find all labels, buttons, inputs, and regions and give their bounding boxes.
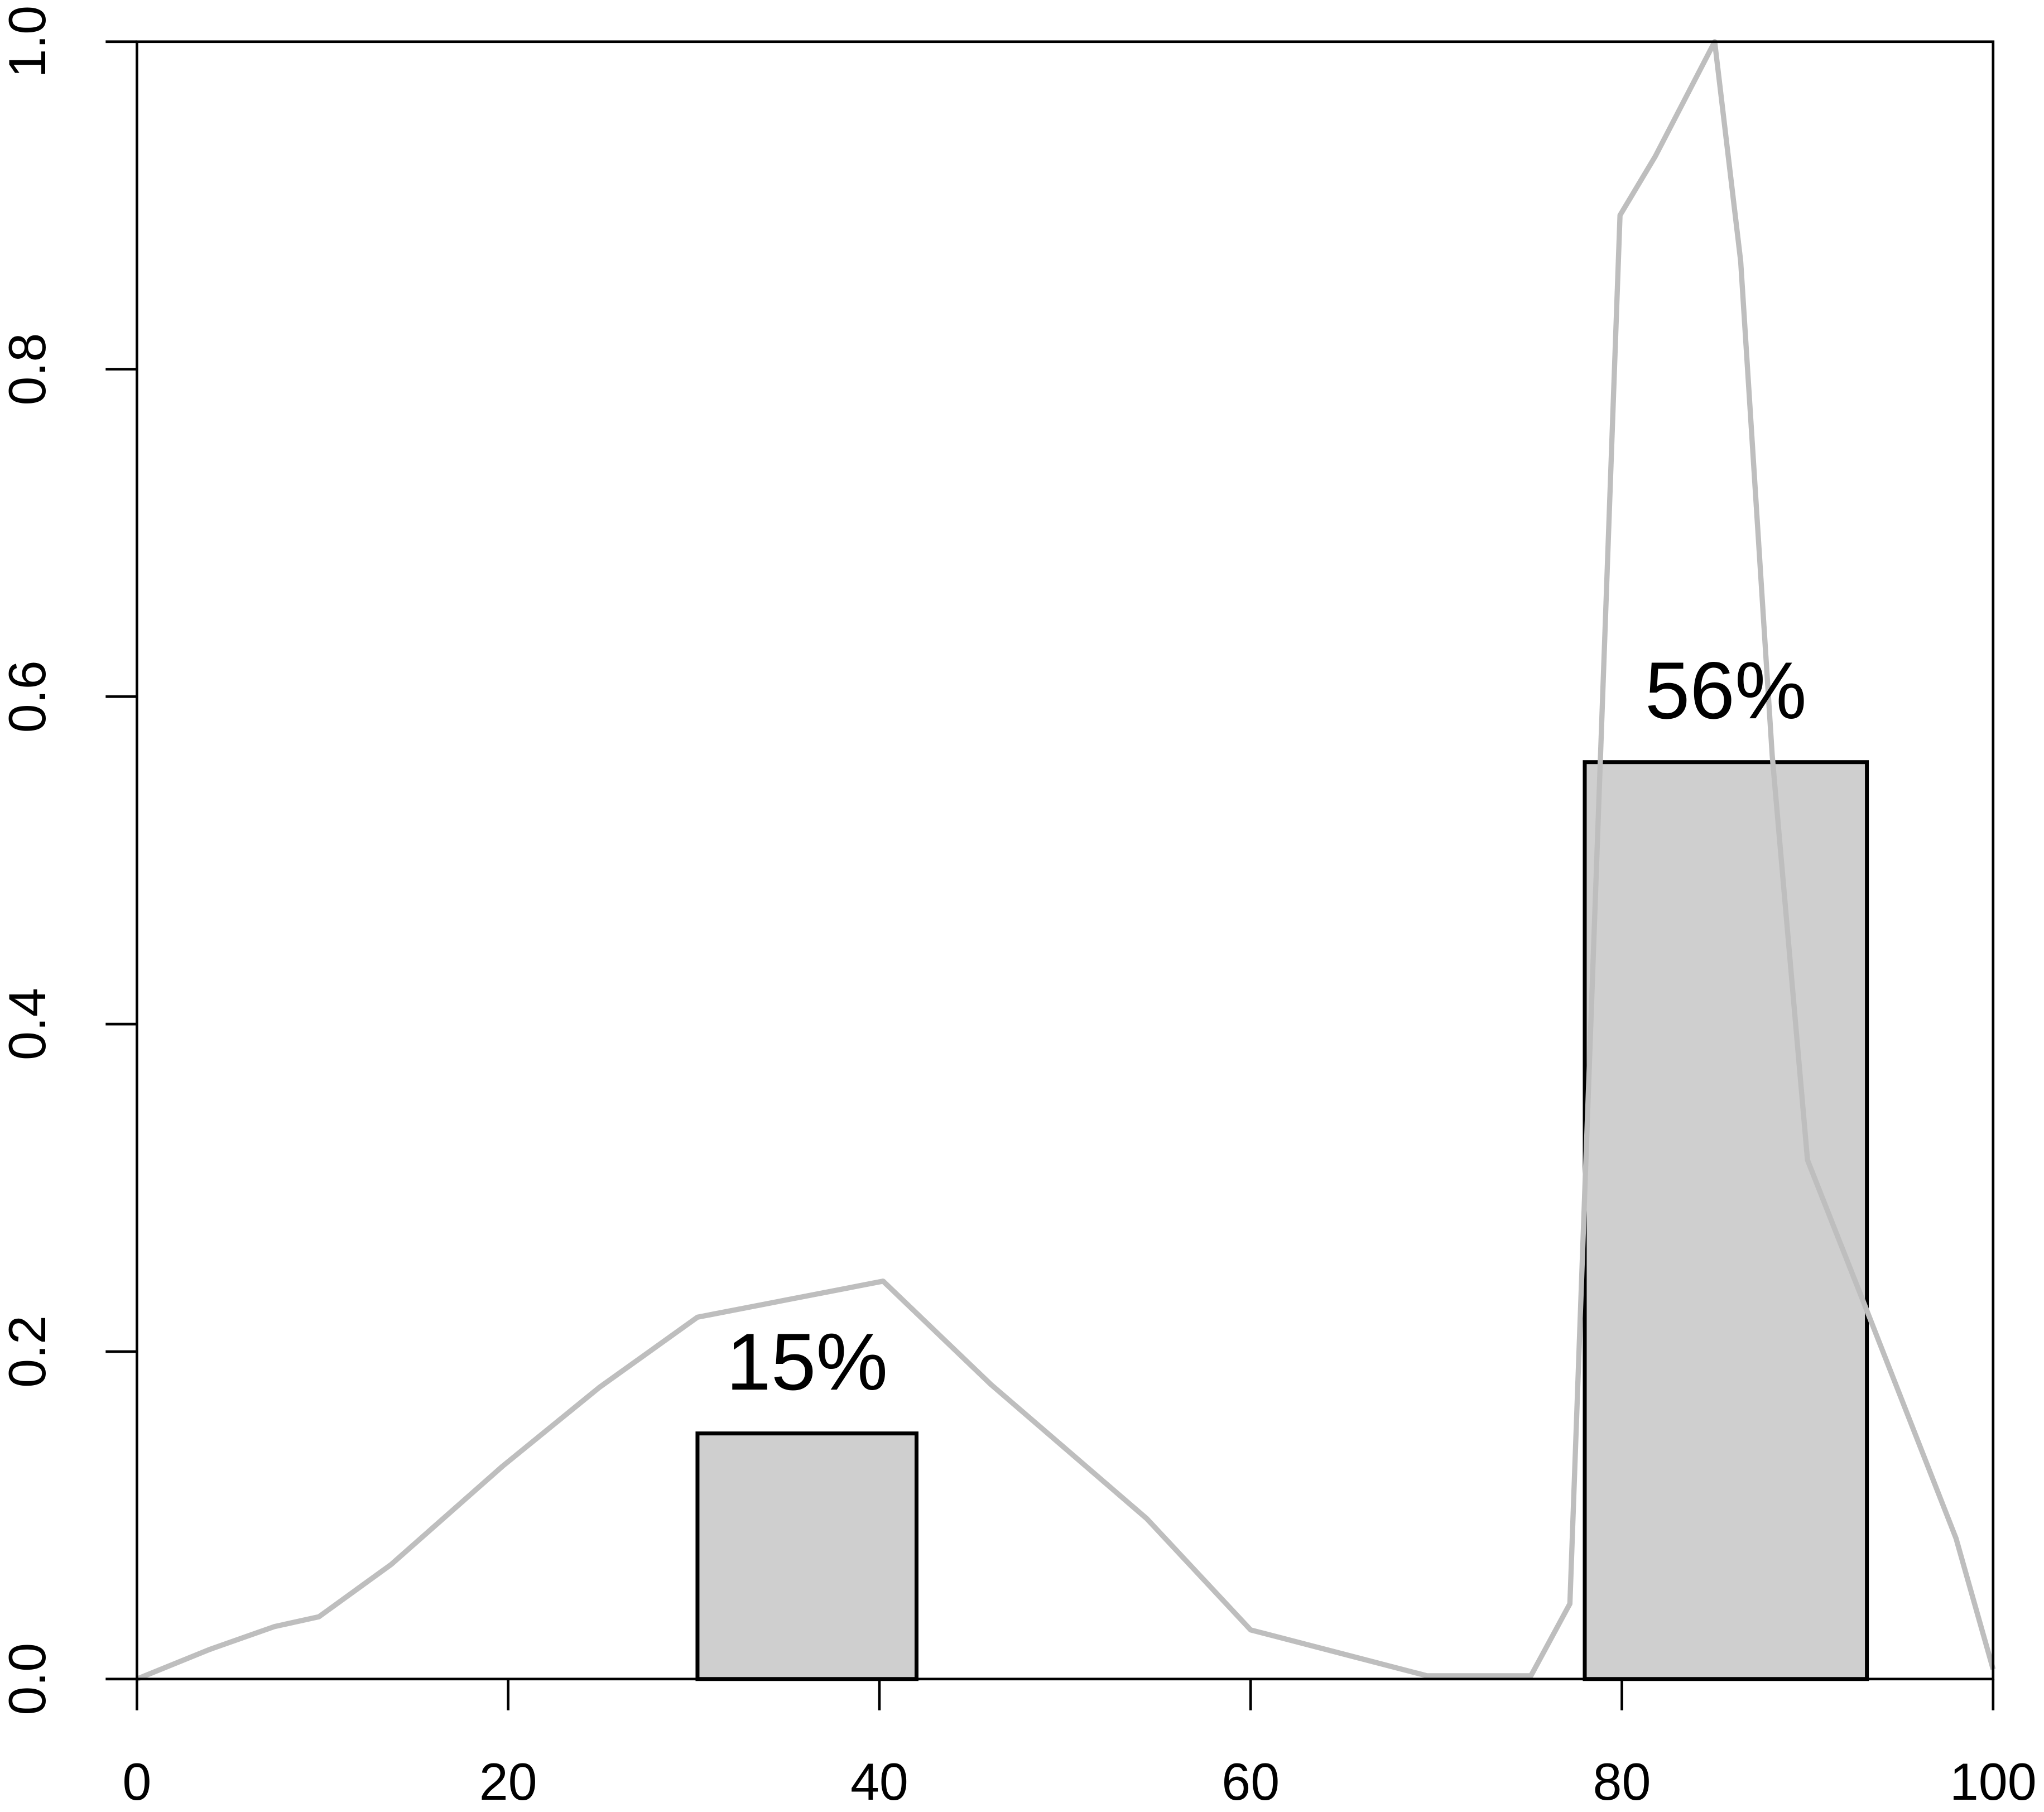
y-tick-label: 0.6 xyxy=(0,660,56,733)
x-tick-label: 80 xyxy=(1593,1752,1651,1811)
bar xyxy=(1583,760,1869,1681)
density-line xyxy=(136,39,1996,1682)
plot-frame xyxy=(136,40,1995,1681)
bar xyxy=(695,1431,918,1681)
x-tick-label: 60 xyxy=(1221,1752,1280,1811)
x-tick-label: 100 xyxy=(1950,1752,2037,1811)
x-tick-label: 20 xyxy=(479,1752,537,1811)
x-tick-label: 0 xyxy=(122,1752,151,1811)
y-tick-label: 0.2 xyxy=(0,1315,56,1388)
value-label: 15% xyxy=(726,1316,888,1407)
value-label: 56% xyxy=(1645,645,1807,736)
y-tick-label: 0.8 xyxy=(0,333,56,406)
y-tick-label: 0.4 xyxy=(0,988,56,1060)
x-tick-label: 40 xyxy=(850,1752,908,1811)
y-tick-label: 1.0 xyxy=(0,6,56,78)
y-tick-label: 0.0 xyxy=(0,1643,56,1715)
